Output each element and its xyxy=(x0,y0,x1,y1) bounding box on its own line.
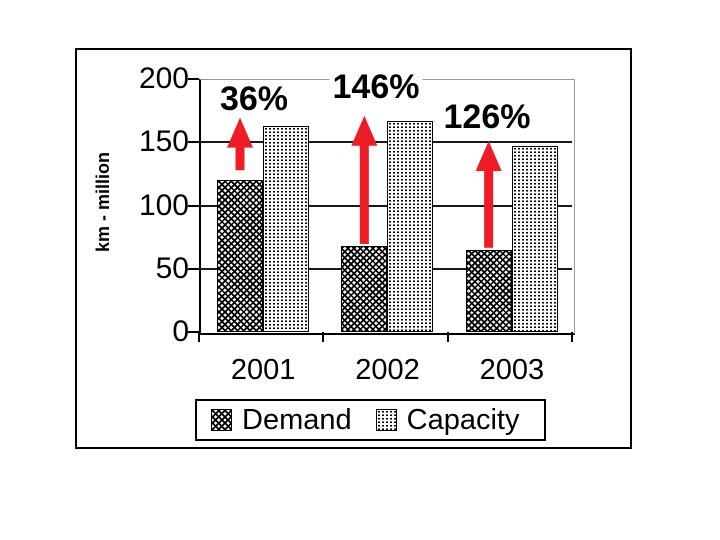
y-tick-label-0: 0 xyxy=(172,315,189,348)
bar-capacity-2002 xyxy=(387,120,434,332)
y-tick-mark-150 xyxy=(188,141,199,144)
x-tick-mark-0 xyxy=(198,332,200,342)
legend-label-demand: Demand xyxy=(242,404,352,436)
legend-label-capacity: Capacity xyxy=(406,404,520,436)
chart-legend: Demand Capacity xyxy=(195,399,546,441)
chart-frame: km - million 0 50 100 150 200 2001 2002 2003 36%… xyxy=(75,48,632,449)
x-tick-label-2001: 2001 xyxy=(230,354,296,386)
bar-demand-2001 xyxy=(217,180,263,332)
y-tick-mark-50 xyxy=(188,267,199,270)
y-tick-mark-200 xyxy=(188,78,199,80)
bar-demand-2003 xyxy=(465,249,512,332)
x-tick-mark-2 xyxy=(446,332,449,342)
x-tick-label-2002: 2002 xyxy=(355,354,420,386)
legend-swatch-capacity xyxy=(375,409,397,431)
gridline-150 xyxy=(199,141,572,144)
x-tick-label-2003: 2003 xyxy=(479,354,545,386)
x-tick-mark-1 xyxy=(322,332,325,342)
gridline-100 xyxy=(199,204,572,207)
growth-label-2002: 146% xyxy=(329,69,423,105)
x-tick-mark-3 xyxy=(571,332,573,342)
growth-label-2001: 36% xyxy=(216,81,292,117)
growth-label-2003: 126% xyxy=(440,99,534,135)
y-tick-label-50: 50 xyxy=(155,251,189,285)
legend-swatch-demand xyxy=(211,409,232,431)
y-tick-label-200: 200 xyxy=(138,62,189,95)
bar-capacity-2003 xyxy=(511,146,558,332)
bar-capacity-2001 xyxy=(263,125,309,332)
bar-demand-2002 xyxy=(341,245,388,332)
y-tick-mark-100 xyxy=(188,204,199,207)
y-tick-label-100: 100 xyxy=(138,188,189,222)
y-tick-label-150: 150 xyxy=(138,125,189,159)
y-tick-mark-0 xyxy=(188,331,199,333)
